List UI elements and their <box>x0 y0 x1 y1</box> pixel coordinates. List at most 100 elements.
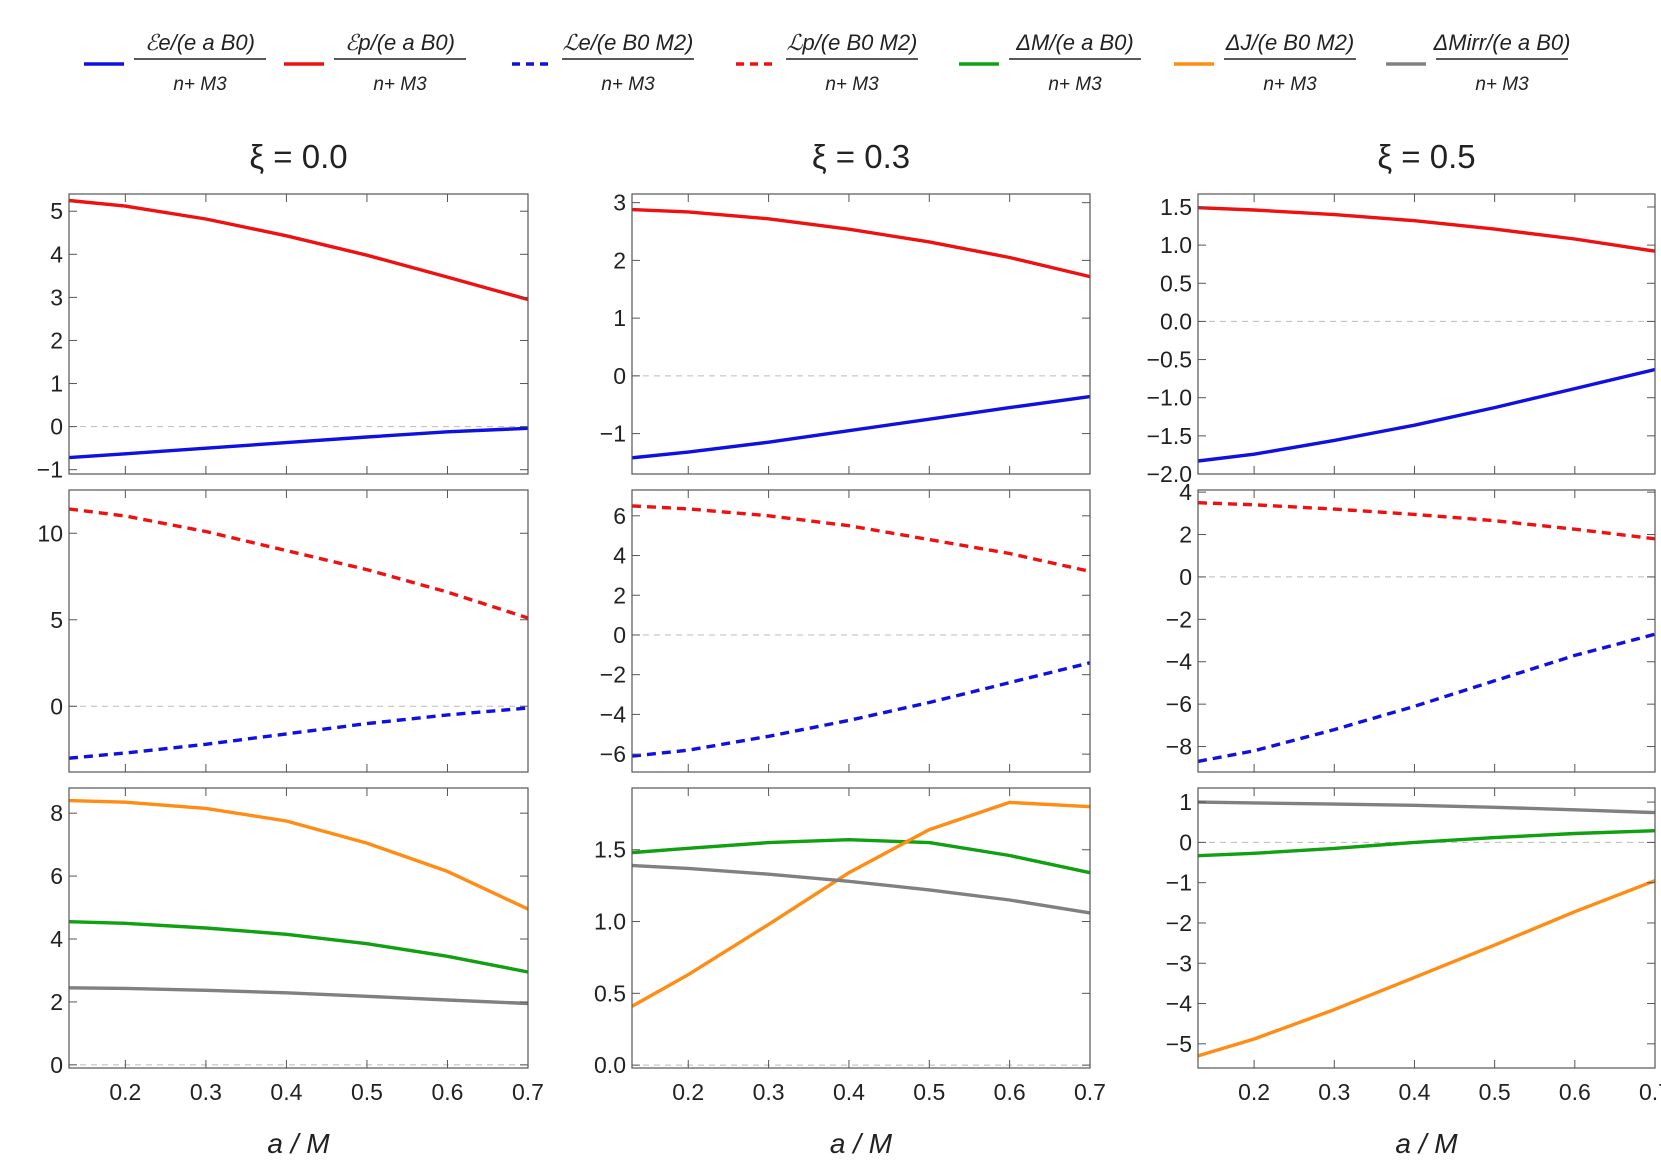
legend-label-dMirr: ΔMirr/(e a B0) <box>1433 30 1571 55</box>
x-tick-label: 0.5 <box>913 1079 945 1105</box>
legend-label-Ee: ℰe/(e a B0) <box>145 30 255 55</box>
y-tick-label: 0.0 <box>1160 308 1192 334</box>
x-tick-label: 0.3 <box>190 1079 222 1105</box>
series-line-Lp <box>1197 501 1656 541</box>
x-tick-label: 0.3 <box>753 1079 785 1105</box>
y-tick-label: 1.5 <box>594 837 626 863</box>
legend-item-dM: ΔM/(e a B0) n+ M3 <box>959 30 1141 95</box>
series-line-dM <box>1197 829 1656 858</box>
y-tick-label: −2 <box>600 662 626 688</box>
x-tick-label: 0.2 <box>109 1079 141 1105</box>
y-tick-label: −8 <box>1166 734 1192 760</box>
y-tick-label: −2 <box>1166 606 1192 632</box>
x-axis-titles: a / M a / M a / M <box>267 1128 1458 1159</box>
plot-frame <box>1197 787 1656 1069</box>
series-line-dM <box>68 920 529 974</box>
legend-item-dJ: ΔJ/(e B0 M2) n+ M3 <box>1174 30 1356 95</box>
x-tick-label: 0.7 <box>512 1079 544 1105</box>
y-tick-label: 2 <box>50 327 63 353</box>
y-tick-label: 1.0 <box>594 909 626 935</box>
legend-denominator-dJ: n+ M3 <box>1263 74 1317 95</box>
y-tick-label: 1.0 <box>1160 232 1192 258</box>
plot-frame <box>631 193 1091 475</box>
y-tick-label: 0.5 <box>594 980 626 1006</box>
x-axis-title-2: a / M <box>1395 1128 1458 1159</box>
y-tick-label: 0 <box>50 414 63 440</box>
y-tick-label: 0.5 <box>1160 270 1192 296</box>
y-tick-label: −2.0 <box>1147 461 1192 487</box>
x-tick-label: 0.2 <box>1238 1079 1270 1105</box>
legend-item-dMirr: ΔMirr/(e a B0) n+ M3 <box>1386 30 1571 95</box>
y-tick-label: −4 <box>600 701 626 727</box>
column-title-2: ξ = 0.5 <box>1377 138 1475 175</box>
y-tick-label: 2 <box>1179 522 1192 548</box>
series-line-Ep <box>631 207 1091 279</box>
x-tick-label: 0.4 <box>1398 1079 1430 1105</box>
series-line-dMirr <box>631 863 1091 915</box>
y-tick-label: 4 <box>613 543 626 569</box>
legend-item-Ep: ℰp/(e a B0) n+ M3 <box>284 30 466 95</box>
y-tick-label: −1.0 <box>1147 385 1192 411</box>
y-tick-label: 5 <box>50 198 63 224</box>
legend-denominator-dMirr: n+ M3 <box>1475 74 1529 95</box>
series-line-Ee <box>1197 367 1656 463</box>
legend-label-Le: ℒe/(e B0 M2) <box>563 30 694 55</box>
y-tick-label: 0.0 <box>594 1052 626 1078</box>
series-line-Le <box>1197 632 1656 764</box>
panel-col1-row0: −1 0 1 2 3 <box>600 190 1091 475</box>
legend-denominator-Lp: n+ M3 <box>825 74 879 95</box>
plot-frame <box>68 489 529 773</box>
series-line-Ee <box>631 394 1091 460</box>
series-line-Lp <box>68 507 529 620</box>
series-line-Ee <box>68 426 529 460</box>
y-tick-label: 3 <box>613 190 626 216</box>
legend-denominator-dM: n+ M3 <box>1048 74 1102 95</box>
legend-label-dJ: ΔJ/(e B0 M2) <box>1225 30 1354 55</box>
x-axis-title-0: a / M <box>267 1128 330 1159</box>
x-tick-label: 0.4 <box>270 1079 302 1105</box>
y-tick-label: 0 <box>50 1052 63 1078</box>
series-line-dM <box>631 838 1091 875</box>
legend-denominator-Ee: n+ M3 <box>173 74 227 95</box>
plot-frame <box>68 787 529 1069</box>
series-line-dMirr <box>1197 800 1656 815</box>
x-tick-label: 0.6 <box>1559 1079 1591 1105</box>
legend-denominator-Le: n+ M3 <box>601 74 655 95</box>
series-line-dJ <box>68 798 529 911</box>
y-tick-label: 5 <box>50 607 63 633</box>
y-tick-label: −0.5 <box>1147 347 1192 373</box>
y-tick-label: 10 <box>37 520 63 546</box>
panel-col0-row0: −1 0 1 2 3 4 5 <box>37 193 529 483</box>
y-tick-label: 0 <box>613 363 626 389</box>
x-tick-label: 0.4 <box>833 1079 865 1105</box>
legend-denominator-Ep: n+ M3 <box>373 74 427 95</box>
x-axis-title-1: a / M <box>830 1128 893 1159</box>
y-tick-label: −1 <box>37 457 63 483</box>
panel-col2-row2: −5 −4 −3 −2 −1 0 1 0.2 0.3 0.4 0.5 0.6 0.7 <box>1166 787 1661 1105</box>
y-tick-label: 6 <box>50 863 63 889</box>
column-title-1: ξ = 0.3 <box>812 138 910 175</box>
y-tick-label: −6 <box>1166 691 1192 717</box>
y-tick-label: −4 <box>1166 991 1192 1017</box>
y-tick-label: 4 <box>50 926 63 952</box>
x-tick-label: 0.5 <box>1479 1079 1511 1105</box>
x-tick-label: 0.2 <box>672 1079 704 1105</box>
series-line-Ep <box>68 198 529 302</box>
y-tick-label: −5 <box>1166 1031 1192 1057</box>
y-tick-label: −1 <box>600 421 626 447</box>
plot-frame <box>631 787 1091 1069</box>
panel-col1-row1: −6 −4 −2 0 2 4 6 <box>600 489 1091 773</box>
legend-label-Lp: ℒp/(e B0 M2) <box>787 30 918 55</box>
y-tick-label: 1.5 <box>1160 194 1192 220</box>
plot-frame <box>1197 193 1656 475</box>
y-tick-label: 0 <box>613 622 626 648</box>
x-tick-label: 0.7 <box>1074 1079 1106 1105</box>
series-line-Ep <box>1197 206 1656 253</box>
plot-frame <box>631 489 1091 773</box>
series-line-dJ <box>1197 879 1656 1058</box>
panel-col0-row1: 0 5 10 <box>37 489 529 773</box>
y-tick-label: −6 <box>600 741 626 767</box>
panel-col0-row2: 0 2 4 6 8 0.2 0.3 0.4 0.5 0.6 0.7 <box>50 787 544 1105</box>
